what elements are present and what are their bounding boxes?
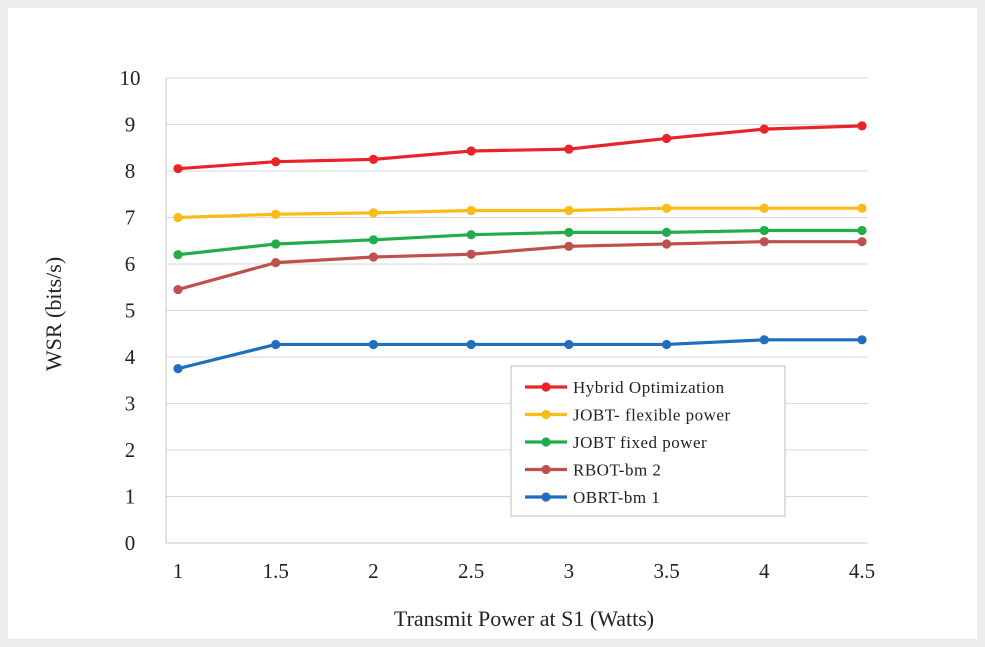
series-line <box>177 228 862 257</box>
series-1 <box>173 203 867 223</box>
data-point <box>466 339 476 350</box>
data-point <box>564 339 574 350</box>
legend-item: OBRT-bm 1 <box>525 488 660 507</box>
data-point <box>661 203 672 213</box>
data-point <box>368 339 379 350</box>
x-tick-label: 3 <box>564 559 575 583</box>
data-point <box>759 237 769 247</box>
data-point <box>759 225 769 236</box>
data-point <box>466 249 476 259</box>
x-tick-label: 2 <box>368 559 379 583</box>
legend-label: RBOT-bm 2 <box>573 461 661 480</box>
y-tick-label: 3 <box>125 392 136 416</box>
legend-label: OBRT-bm 1 <box>573 488 660 507</box>
legend-swatch-marker <box>541 409 551 420</box>
y-tick-label: 7 <box>125 206 136 230</box>
y-tick-label: 9 <box>125 113 136 137</box>
series-4 <box>173 335 867 374</box>
data-point <box>271 239 281 249</box>
legend-item: Hybrid Optimization <box>525 378 725 397</box>
y-tick-label: 6 <box>125 252 136 276</box>
legend-swatch-marker <box>541 492 551 502</box>
data-point <box>271 209 281 219</box>
x-tick-label: 4 <box>759 559 770 583</box>
wsr-line-chart: 0 1 2 3 4 5 6 7 8 9 10 1 1.5 2 2.5 3 3.5 4 4.5 Transmit P… <box>41 66 875 631</box>
legend-swatch-marker <box>541 382 551 392</box>
data-point <box>759 203 769 213</box>
data-point <box>759 335 769 345</box>
data-point <box>857 121 867 131</box>
series-line <box>177 124 863 171</box>
y-tick-label: 1 <box>125 485 136 509</box>
y-tick-label: 4 <box>125 345 136 369</box>
data-point <box>466 230 476 240</box>
data-point <box>466 205 476 216</box>
data-point <box>368 252 379 262</box>
data-point <box>368 235 379 245</box>
data-point <box>661 239 672 249</box>
data-point <box>173 364 183 374</box>
data-point <box>661 339 672 350</box>
y-tick-label: 8 <box>125 159 136 183</box>
data-point <box>466 146 476 156</box>
data-point <box>857 225 867 236</box>
legend: Hybrid Optimization JOBT- flexible power J… <box>510 365 786 517</box>
legend-item: RBOT-bm 2 <box>525 461 661 480</box>
data-point <box>368 208 379 218</box>
data-point <box>173 250 183 260</box>
legend-swatch-marker <box>541 464 551 475</box>
y-tick-label: 0 <box>125 531 136 555</box>
y-tick-label: 5 <box>125 299 136 323</box>
legend-label: JOBT fixed power <box>573 433 707 452</box>
y-tick-label: 2 <box>125 438 136 462</box>
data-point <box>271 339 281 350</box>
x-tick-label: 4.5 <box>849 559 875 583</box>
series-3 <box>173 237 867 295</box>
data-point <box>857 203 867 213</box>
legend-label: JOBT- flexible power <box>573 406 731 425</box>
x-tick-label: 2.5 <box>458 559 484 583</box>
data-point <box>564 241 574 251</box>
data-point <box>271 258 281 268</box>
legend-swatch-marker <box>541 437 551 447</box>
data-point <box>173 284 183 295</box>
series-0 <box>173 121 867 174</box>
series-2 <box>173 225 867 260</box>
data-point <box>564 227 574 237</box>
x-tick-label: 1.5 <box>263 559 289 583</box>
data-point <box>661 227 672 237</box>
data-point <box>368 154 379 164</box>
data-point <box>271 157 281 167</box>
data-point <box>759 124 769 134</box>
series-line <box>177 240 862 292</box>
data-point <box>564 144 574 154</box>
legend-item: JOBT fixed power <box>525 433 707 452</box>
series-line <box>177 206 862 220</box>
data-point <box>857 335 867 345</box>
chart-panel: 0 1 2 3 4 5 6 7 8 9 10 1 1.5 2 2.5 3 3.5 4 4.5 Transmit P… <box>8 8 977 639</box>
legend-label: Hybrid Optimization <box>573 378 725 397</box>
data-point <box>173 164 183 174</box>
series-line <box>177 338 862 371</box>
x-axis-title: Transmit Power at S1 (Watts) <box>394 606 654 631</box>
data-point <box>661 133 672 144</box>
data-point <box>173 212 183 223</box>
x-tick-label: 1 <box>173 559 184 583</box>
y-axis-title: WSR (bits/s) <box>41 257 66 371</box>
x-tick-label: 3.5 <box>653 559 679 583</box>
data-point <box>857 237 867 247</box>
data-point <box>564 205 574 216</box>
y-tick-label: 10 <box>120 66 141 90</box>
legend-item: JOBT- flexible power <box>525 406 731 425</box>
